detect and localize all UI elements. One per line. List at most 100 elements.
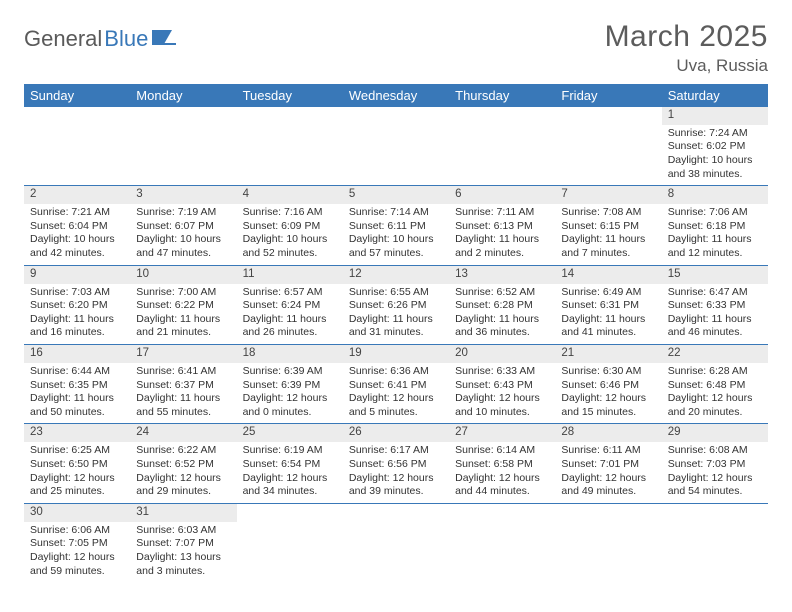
calendar-cell <box>237 107 343 186</box>
calendar-cell <box>449 107 555 186</box>
day-number: 5 <box>343 186 449 204</box>
daylight-text: Daylight: 11 hours and 46 minutes. <box>668 313 762 340</box>
sunset-text: Sunset: 6:28 PM <box>455 299 549 313</box>
day-data: Sunrise: 7:03 AMSunset: 6:20 PMDaylight:… <box>24 284 130 345</box>
calendar-cell <box>24 107 130 186</box>
sunset-text: Sunset: 6:31 PM <box>561 299 655 313</box>
sunset-text: Sunset: 6:58 PM <box>455 458 549 472</box>
daylight-text: Daylight: 12 hours and 15 minutes. <box>561 392 655 419</box>
day-data: Sunrise: 6:57 AMSunset: 6:24 PMDaylight:… <box>237 284 343 345</box>
sunrise-text: Sunrise: 6:25 AM <box>30 444 124 458</box>
calendar-cell: 27 Sunrise: 6:14 AMSunset: 6:58 PMDayligh… <box>449 424 555 503</box>
calendar-cell: 1Sunrise: 7:24 AMSunset: 6:02 PMDaylight… <box>662 107 768 186</box>
day-number: 28 <box>555 424 661 442</box>
calendar-cell: 25 Sunrise: 6:19 AMSunset: 6:54 PMDayligh… <box>237 424 343 503</box>
calendar-cell <box>555 503 661 582</box>
sunset-text: Sunset: 6:04 PM <box>30 220 124 234</box>
calendar-week-row: 2Sunrise: 7:21 AMSunset: 6:04 PMDaylight… <box>24 186 768 265</box>
sunset-text: Sunset: 6:37 PM <box>136 379 230 393</box>
day-number: 13 <box>449 266 555 284</box>
calendar-week-row: 1Sunrise: 7:24 AMSunset: 6:02 PMDaylight… <box>24 107 768 186</box>
daylight-text: Daylight: 10 hours and 57 minutes. <box>349 233 443 260</box>
calendar-week-row: 23Sunrise: 6:25 AMSunset: 6:50 PMDayligh… <box>24 424 768 503</box>
sunset-text: Sunset: 6:35 PM <box>30 379 124 393</box>
day-data: Sunrise: 6:08 AMSunset: 7:03 PMDaylight:… <box>662 442 768 503</box>
calendar-table: Sunday Monday Tuesday Wednesday Thursday… <box>24 84 768 582</box>
calendar-cell: 11Sunrise: 6:57 AMSunset: 6:24 PMDayligh… <box>237 265 343 344</box>
daylight-text: Daylight: 13 hours and 3 minutes. <box>136 551 230 578</box>
day-data: Sunrise: 6:33 AMSunset: 6:43 PMDaylight:… <box>449 363 555 424</box>
day-number: 18 <box>237 345 343 363</box>
month-title: March 2025 <box>605 20 768 54</box>
daylight-text: Daylight: 11 hours and 7 minutes. <box>561 233 655 260</box>
calendar-cell: 20Sunrise: 6:33 AMSunset: 6:43 PMDayligh… <box>449 345 555 424</box>
day-number: 17 <box>130 345 236 363</box>
day-data: Sunrise: 7:24 AMSunset: 6:02 PMDaylight:… <box>662 125 768 186</box>
sunset-text: Sunset: 6:41 PM <box>349 379 443 393</box>
calendar-cell: 9Sunrise: 7:03 AMSunset: 6:20 PMDaylight… <box>24 265 130 344</box>
calendar-cell <box>343 503 449 582</box>
sunrise-text: Sunrise: 6:39 AM <box>243 365 337 379</box>
day-data: Sunrise: 7:19 AMSunset: 6:07 PMDaylight:… <box>130 204 236 265</box>
daylight-text: Daylight: 12 hours and 34 minutes. <box>243 472 337 499</box>
sunset-text: Sunset: 6:26 PM <box>349 299 443 313</box>
day-number: 25 <box>237 424 343 442</box>
flag-icon <box>152 26 178 52</box>
calendar-cell <box>130 107 236 186</box>
calendar-cell: 24Sunrise: 6:22 AMSunset: 6:52 PMDayligh… <box>130 424 236 503</box>
sunset-text: Sunset: 6:20 PM <box>30 299 124 313</box>
sunset-text: Sunset: 6:09 PM <box>243 220 337 234</box>
sunset-text: Sunset: 6:02 PM <box>668 140 762 154</box>
day-number: 10 <box>130 266 236 284</box>
sunrise-text: Sunrise: 6:44 AM <box>30 365 124 379</box>
day-data: Sunrise: 7:06 AMSunset: 6:18 PMDaylight:… <box>662 204 768 265</box>
day-data: Sunrise: 6:41 AMSunset: 6:37 PMDaylight:… <box>130 363 236 424</box>
sunset-text: Sunset: 6:54 PM <box>243 458 337 472</box>
location: Uva, Russia <box>605 56 768 76</box>
day-header: Tuesday <box>237 84 343 107</box>
sunset-text: Sunset: 6:18 PM <box>668 220 762 234</box>
daylight-text: Daylight: 12 hours and 29 minutes. <box>136 472 230 499</box>
day-data: Sunrise: 6:49 AMSunset: 6:31 PMDaylight:… <box>555 284 661 345</box>
daylight-text: Daylight: 10 hours and 42 minutes. <box>30 233 124 260</box>
calendar-cell: 8Sunrise: 7:06 AMSunset: 6:18 PMDaylight… <box>662 186 768 265</box>
day-number: 15 <box>662 266 768 284</box>
sunset-text: Sunset: 7:01 PM <box>561 458 655 472</box>
daylight-text: Daylight: 10 hours and 52 minutes. <box>243 233 337 260</box>
daylight-text: Daylight: 12 hours and 10 minutes. <box>455 392 549 419</box>
logo-text-1: General <box>24 26 102 52</box>
sunrise-text: Sunrise: 7:11 AM <box>455 206 549 220</box>
day-data: Sunrise: 7:16 AMSunset: 6:09 PMDaylight:… <box>237 204 343 265</box>
daylight-text: Daylight: 11 hours and 26 minutes. <box>243 313 337 340</box>
day-header: Saturday <box>662 84 768 107</box>
sunrise-text: Sunrise: 6:03 AM <box>136 524 230 538</box>
day-data: Sunrise: 6:11 AMSunset: 7:01 PMDaylight:… <box>555 442 661 503</box>
sunset-text: Sunset: 6:11 PM <box>349 220 443 234</box>
sunset-text: Sunset: 6:07 PM <box>136 220 230 234</box>
day-number: 20 <box>449 345 555 363</box>
calendar-week-row: 16Sunrise: 6:44 AMSunset: 6:35 PMDayligh… <box>24 345 768 424</box>
calendar-cell: 23Sunrise: 6:25 AMSunset: 6:50 PMDayligh… <box>24 424 130 503</box>
day-number: 12 <box>343 266 449 284</box>
sunrise-text: Sunrise: 6:14 AM <box>455 444 549 458</box>
day-number: 27 <box>449 424 555 442</box>
sunrise-text: Sunrise: 6:19 AM <box>243 444 337 458</box>
calendar-cell <box>343 107 449 186</box>
daylight-text: Daylight: 11 hours and 16 minutes. <box>30 313 124 340</box>
sunrise-text: Sunrise: 6:22 AM <box>136 444 230 458</box>
calendar-cell: 18Sunrise: 6:39 AMSunset: 6:39 PMDayligh… <box>237 345 343 424</box>
sunrise-text: Sunrise: 6:49 AM <box>561 286 655 300</box>
daylight-text: Daylight: 12 hours and 44 minutes. <box>455 472 549 499</box>
day-data: Sunrise: 6:55 AMSunset: 6:26 PMDaylight:… <box>343 284 449 345</box>
calendar-cell: 12Sunrise: 6:55 AMSunset: 6:26 PMDayligh… <box>343 265 449 344</box>
sunset-text: Sunset: 6:46 PM <box>561 379 655 393</box>
sunrise-text: Sunrise: 6:41 AM <box>136 365 230 379</box>
sunrise-text: Sunrise: 6:08 AM <box>668 444 762 458</box>
sunrise-text: Sunrise: 7:21 AM <box>30 206 124 220</box>
sunrise-text: Sunrise: 6:33 AM <box>455 365 549 379</box>
calendar-cell: 2Sunrise: 7:21 AMSunset: 6:04 PMDaylight… <box>24 186 130 265</box>
sunrise-text: Sunrise: 6:47 AM <box>668 286 762 300</box>
day-data: Sunrise: 7:21 AMSunset: 6:04 PMDaylight:… <box>24 204 130 265</box>
calendar-cell: 15Sunrise: 6:47 AMSunset: 6:33 PMDayligh… <box>662 265 768 344</box>
sunset-text: Sunset: 6:56 PM <box>349 458 443 472</box>
